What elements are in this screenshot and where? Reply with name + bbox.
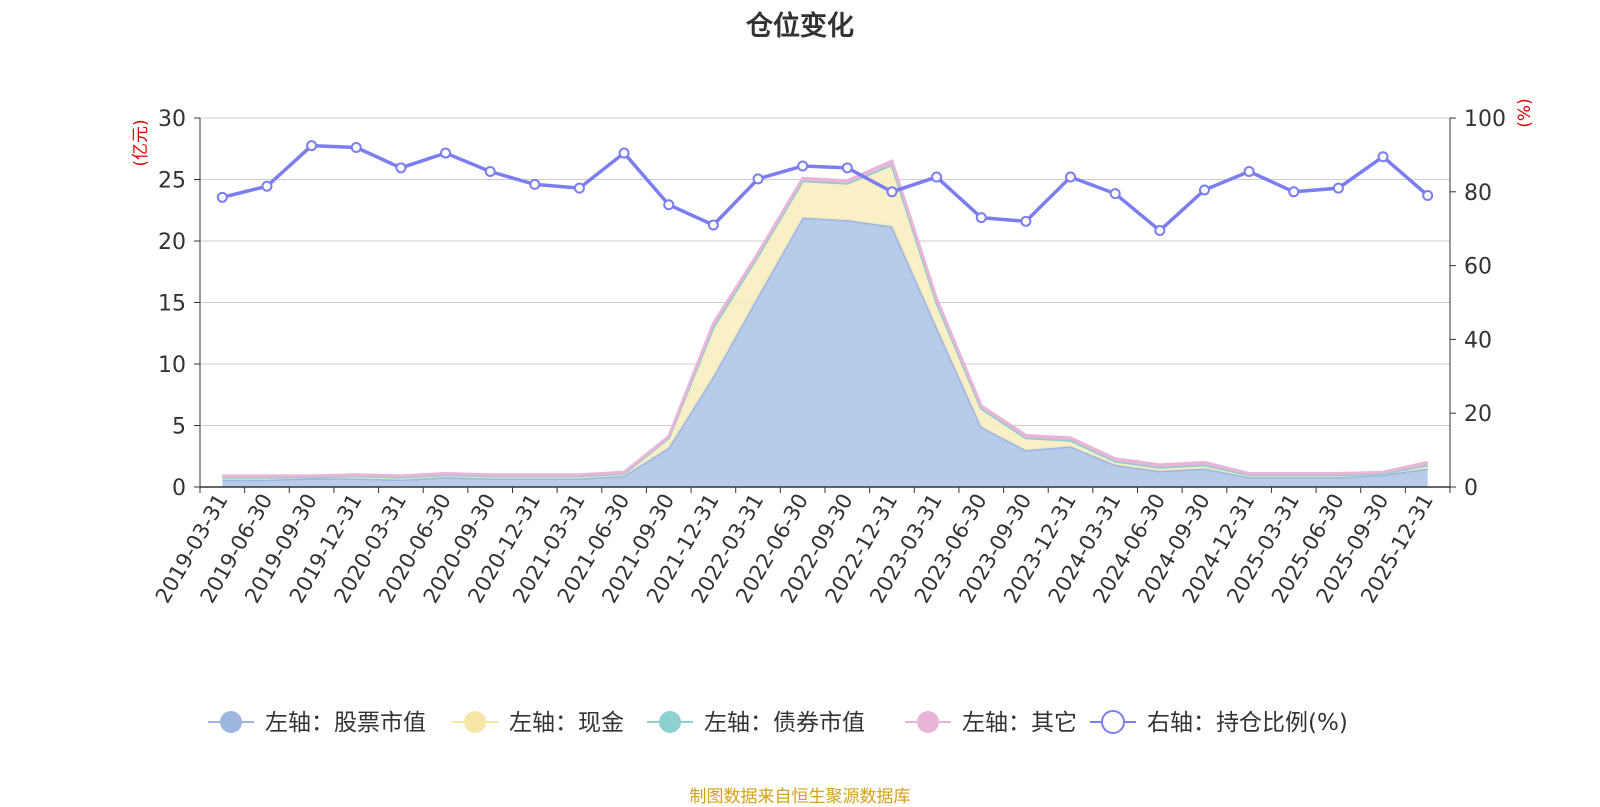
- ratio-point: [1198, 184, 1210, 196]
- ratio-point: [1243, 166, 1255, 178]
- ratio-point: [841, 162, 853, 174]
- ratio-point: [707, 219, 719, 231]
- legend-label: 左轴：债券市值: [704, 710, 865, 736]
- ratio-point: [975, 212, 987, 224]
- left-axis-tick-label: 20: [158, 230, 186, 255]
- ratio-point: [216, 191, 228, 203]
- stock-area: [222, 217, 1428, 487]
- left-axis-tick-label: 25: [158, 169, 186, 194]
- legend-item-ratio: 右轴：持仓比例(%): [1090, 710, 1348, 736]
- right-axis-tick-label: 100: [1464, 107, 1506, 132]
- legend-item-bond: 左轴：债券市值: [647, 710, 865, 736]
- left-axis-tick-label: 15: [158, 292, 186, 317]
- ratio-point: [618, 147, 630, 159]
- data-source-note: 制图数据来自恒生聚源数据库: [689, 787, 911, 807]
- ratio-point: [440, 147, 452, 159]
- right-axis-tick-label: 0: [1464, 476, 1478, 501]
- ratio-point: [261, 180, 273, 192]
- ratio-point: [1109, 188, 1121, 200]
- position-chart: 051015202530020406080100(亿元)(%)2019-03-3…: [131, 98, 1535, 736]
- chart-title: 仓位变化: [746, 11, 854, 42]
- stacked-areas: [222, 159, 1429, 487]
- right-axis-tick-label: 60: [1464, 255, 1492, 280]
- ratio-point: [886, 186, 898, 198]
- ratio-point: [931, 171, 943, 183]
- legend-item-other: 左轴：其它: [905, 710, 1077, 736]
- legend-marker: [1101, 710, 1125, 734]
- ratio-point: [1422, 189, 1434, 201]
- legend-label: 左轴：现金: [509, 710, 624, 736]
- ratio-point: [1332, 182, 1344, 194]
- ratio-polyline: [221, 143, 1429, 233]
- ratio-point: [1377, 151, 1389, 163]
- legend: 左轴：股票市值 左轴：现金 左轴：债券市值 左轴：其它 右轴：持仓比例(%): [208, 710, 1348, 736]
- legend-item-cash: 左轴：现金: [452, 710, 624, 736]
- ratio-point: [1288, 186, 1300, 198]
- ratio-point: [1020, 215, 1032, 227]
- ratio-point: [1065, 171, 1077, 183]
- other-line: [222, 159, 1429, 478]
- ratio-point: [663, 199, 675, 211]
- ratio-point: [350, 142, 362, 154]
- ratio-point: [306, 140, 318, 152]
- legend-label: 左轴：股票市值: [265, 710, 426, 736]
- ratio-point: [573, 182, 585, 194]
- legend-label: 左轴：其它: [962, 710, 1077, 736]
- legend-marker: [464, 711, 486, 733]
- legend-item-stock: 左轴：股票市值: [208, 710, 426, 736]
- right-axis-unit: (%): [1515, 98, 1535, 127]
- left-axis-unit: (亿元): [131, 119, 151, 166]
- legend-marker: [659, 711, 681, 733]
- legend-marker: [917, 711, 939, 733]
- ratio-point: [752, 173, 764, 185]
- ratio-point: [395, 162, 407, 174]
- ratio-point: [484, 166, 496, 178]
- legend-marker: [220, 711, 242, 733]
- left-axis-tick-label: 10: [158, 353, 186, 378]
- left-axis-tick-label: 30: [158, 107, 186, 132]
- ratio-line: [216, 140, 1434, 237]
- left-axis-tick-label: 5: [172, 415, 186, 440]
- right-axis-tick-label: 80: [1464, 181, 1492, 206]
- ratio-point: [529, 178, 541, 190]
- right-axis-tick-label: 40: [1464, 328, 1492, 353]
- ratio-point: [1154, 225, 1166, 237]
- legend-label: 右轴：持仓比例(%): [1147, 710, 1348, 736]
- left-axis-tick-label: 0: [172, 476, 186, 501]
- ratio-point: [797, 160, 809, 172]
- right-axis-tick-label: 20: [1464, 402, 1492, 427]
